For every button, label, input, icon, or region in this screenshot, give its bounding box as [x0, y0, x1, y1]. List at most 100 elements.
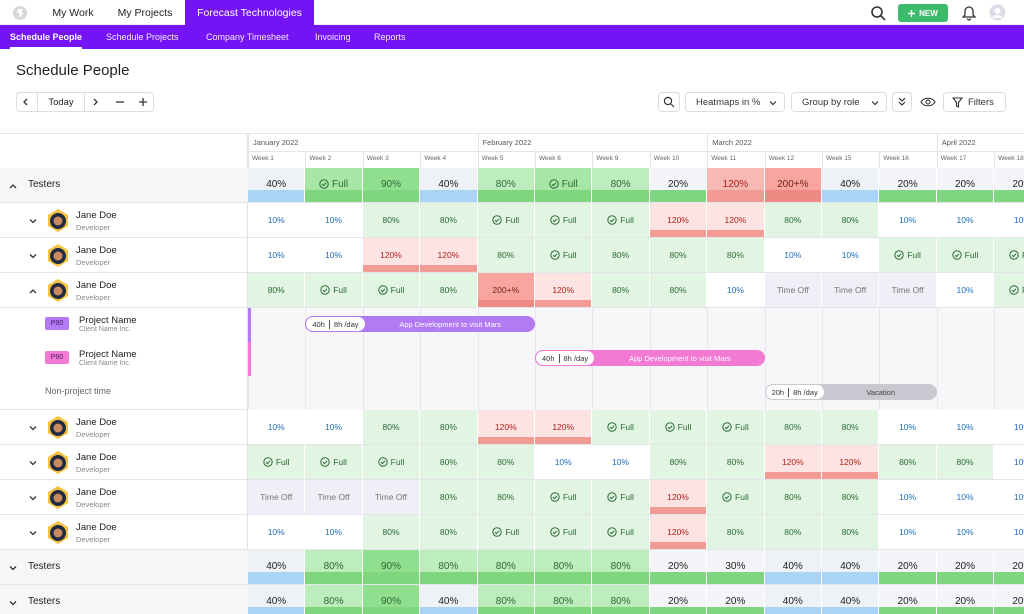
heatmap-cell[interactable]: 10% — [248, 515, 306, 549]
heatmap-cell[interactable]: 80% — [477, 238, 535, 272]
heatmap-cell[interactable]: Time Off — [822, 273, 880, 307]
heatmap-cell[interactable]: 20% — [649, 550, 708, 584]
heatmap-cell[interactable]: 10% — [994, 203, 1024, 237]
heatmap-cell[interactable]: 80% — [305, 585, 363, 614]
heatmap-cell[interactable]: Full — [592, 203, 650, 237]
heatmap-cell[interactable]: 40% — [248, 168, 306, 202]
heatmap-cell[interactable]: Full — [707, 410, 765, 444]
heatmap-cell[interactable]: Full — [592, 410, 650, 444]
heatmap-cell[interactable]: 80% — [707, 238, 765, 272]
heatmap-cell[interactable]: 80% — [707, 515, 765, 549]
heatmap-cell[interactable]: 80% — [420, 273, 478, 307]
heatmap-cell[interactable]: 10% — [305, 238, 363, 272]
heatmap-cell[interactable]: 80% — [477, 585, 535, 614]
heatmap-cell[interactable]: 90% — [362, 550, 421, 584]
heatmap-cell[interactable]: 10% — [994, 410, 1024, 444]
heatmap-cell[interactable]: 10% — [248, 203, 306, 237]
heatmap-cell[interactable]: 80% — [535, 550, 593, 584]
heatmap-cell[interactable]: Full — [535, 515, 593, 549]
heatmap-cell[interactable]: Time Off — [248, 480, 306, 514]
heatmap-cell[interactable]: Full — [707, 480, 765, 514]
heatmap-cell[interactable]: 20% — [707, 585, 765, 614]
user-avatar[interactable] — [989, 4, 1006, 21]
heatmap-cell[interactable]: 80% — [822, 203, 880, 237]
heatmap-cell[interactable]: 80% — [592, 168, 650, 202]
heatmap-cell[interactable]: 40% — [420, 585, 478, 614]
search-button[interactable] — [658, 92, 680, 112]
heatmap-cell[interactable]: 80% — [764, 410, 822, 444]
heatmap-cell[interactable]: 120% — [477, 410, 535, 444]
heatmap-cell[interactable]: 10% — [592, 445, 650, 479]
heatmap-cell[interactable]: Full — [248, 445, 306, 479]
search-icon[interactable] — [870, 5, 886, 21]
heatmap-cell[interactable]: 20% — [649, 585, 708, 614]
heatmap-cell[interactable]: 80% — [248, 273, 306, 307]
heatmap-cell[interactable]: 10% — [305, 410, 363, 444]
heatmap-cell[interactable]: 90% — [362, 168, 421, 202]
heatmap-cell[interactable]: 120% — [535, 273, 593, 307]
filters-button[interactable]: Filters — [943, 92, 1006, 112]
heatmap-cell[interactable]: 120% — [535, 410, 593, 444]
heatmap-cell[interactable]: Full — [535, 480, 593, 514]
heatmap-cell[interactable]: 80% — [305, 550, 363, 584]
heatmap-cell[interactable]: Full — [362, 445, 421, 479]
heatmap-cell[interactable]: Full — [305, 168, 363, 202]
heatmap-cell[interactable]: Full — [936, 238, 995, 272]
subnav-tab[interactable]: Invoicing — [315, 32, 351, 42]
heatmap-cell[interactable]: 20% — [994, 585, 1024, 614]
heatmap-cell[interactable]: 80% — [764, 480, 822, 514]
heatmap-cell[interactable]: 200+% — [764, 168, 822, 202]
heatmap-cell[interactable]: 80% — [420, 410, 478, 444]
heatmap-cell[interactable]: 20% — [994, 550, 1024, 584]
heatmap-cell[interactable]: 120% — [764, 445, 822, 479]
heatmap-cell[interactable]: 10% — [994, 445, 1024, 479]
heatmap-cell[interactable]: 20% — [936, 550, 995, 584]
nav-tab[interactable]: My Work — [52, 6, 94, 19]
heatmap-cell[interactable]: 80% — [420, 480, 478, 514]
heatmap-cell[interactable]: 10% — [879, 480, 937, 514]
heatmap-cell[interactable]: Time Off — [764, 273, 822, 307]
heatmap-cell[interactable]: Full — [535, 238, 593, 272]
heatmap-cell[interactable]: 20% — [936, 585, 995, 614]
heatmap-cell[interactable]: 80% — [477, 168, 535, 202]
heatmap-cell[interactable]: 10% — [248, 410, 306, 444]
subnav-tab[interactable]: Schedule People — [10, 25, 83, 49]
heatmap-cell[interactable]: 10% — [936, 203, 995, 237]
heatmap-cell[interactable]: 80% — [822, 515, 880, 549]
heatmap-cell[interactable]: Time Off — [362, 480, 421, 514]
heatmap-cell[interactable]: 80% — [362, 515, 421, 549]
heatmap-cell[interactable]: 10% — [535, 445, 593, 479]
dropdown[interactable]: Group by role — [791, 92, 887, 112]
heatmap-cell[interactable]: 10% — [936, 410, 995, 444]
heatmap-cell[interactable]: 120% — [649, 480, 708, 514]
heatmap-cell[interactable]: 20% — [879, 585, 937, 614]
subnav-tab[interactable]: Company Timesheet — [206, 32, 289, 42]
heatmap-cell[interactable]: 40% — [248, 585, 306, 614]
today-button[interactable]: Today — [37, 92, 85, 112]
heatmap-cell[interactable]: 20% — [879, 550, 937, 584]
heatmap-cell[interactable]: 80% — [764, 203, 822, 237]
heatmap-cell[interactable]: 80% — [477, 550, 535, 584]
subnav-tab[interactable]: Reports — [374, 32, 406, 42]
heatmap-cell[interactable]: 10% — [936, 480, 995, 514]
heatmap-cell[interactable]: 80% — [879, 445, 937, 479]
heatmap-cell[interactable]: 80% — [649, 273, 708, 307]
subnav-tab[interactable]: Schedule Projects — [106, 32, 179, 42]
heatmap-cell[interactable]: 10% — [305, 203, 363, 237]
heatmap-cell[interactable]: 10% — [936, 273, 995, 307]
allocation-bar[interactable]: 40h 8h /day App Development to visit Mars — [305, 316, 535, 332]
heatmap-cell[interactable]: 40% — [764, 550, 822, 584]
heatmap-cell[interactable]: Full — [592, 480, 650, 514]
heatmap-cell[interactable]: 80% — [362, 410, 421, 444]
heatmap-cell[interactable]: Full — [592, 515, 650, 549]
heatmap-cell[interactable]: 20% — [649, 168, 708, 202]
heatmap-cell[interactable]: Full — [879, 238, 937, 272]
heatmap-cell[interactable]: 80% — [592, 238, 650, 272]
heatmap-cell[interactable]: 80% — [420, 445, 478, 479]
heatmap-cell[interactable]: 120% — [707, 168, 765, 202]
heatmap-cell[interactable]: 120% — [707, 203, 765, 237]
allocation-bar[interactable]: 20h 8h /day Vacation — [764, 384, 937, 400]
heatmap-cell[interactable]: 40% — [764, 585, 822, 614]
heatmap-cell[interactable]: Full — [994, 273, 1024, 307]
heatmap-cell[interactable]: 20% — [936, 168, 995, 202]
